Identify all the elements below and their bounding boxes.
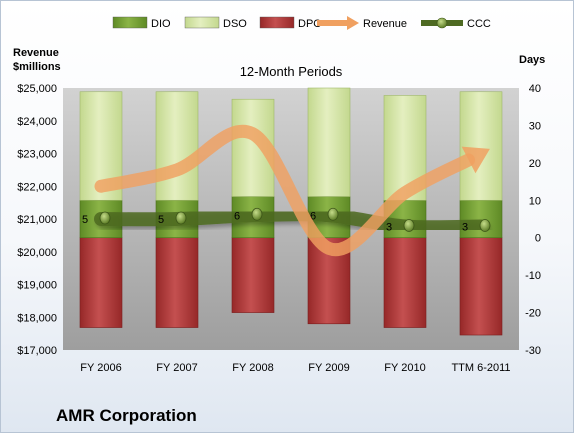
right-tick-label: 20 <box>529 158 541 170</box>
ccc-marker <box>403 219 415 232</box>
right-axis-title: Days <box>519 54 545 66</box>
ccc-marker <box>99 211 111 225</box>
right-tick-label: 30 <box>529 120 541 132</box>
left-tick-label: $23,000 <box>17 149 57 161</box>
left-tick-label: $18,000 <box>17 312 57 324</box>
ccc-series: 5 5 6 6 3 3 <box>82 207 491 235</box>
left-tick-label: $20,000 <box>17 247 57 259</box>
right-tick-label: -30 <box>525 345 541 357</box>
right-tick-label: 40 <box>529 83 541 95</box>
dpo-bar <box>383 237 427 328</box>
left-tick-label: $19,000 <box>17 280 57 292</box>
left-tick-label: $22,000 <box>17 181 57 193</box>
legend-swatch <box>112 16 148 29</box>
right-tick-label: 10 <box>529 195 541 207</box>
legend-label: Revenue <box>363 18 407 30</box>
dpo-bar <box>231 237 275 313</box>
revenue-line <box>94 124 476 257</box>
category-label: FY 2007 <box>156 362 197 374</box>
left-tick-label: $21,000 <box>17 214 57 226</box>
left-tick-label: $17,000 <box>17 345 57 357</box>
ccc-data-label: 6 <box>310 210 316 222</box>
right-tick-label: -20 <box>525 308 541 320</box>
ccc-data-label: 5 <box>82 214 88 226</box>
left-axis-title: Revenue $millions <box>13 47 62 73</box>
legend-label: DIO <box>151 18 171 30</box>
legend-label: DSO <box>223 18 247 30</box>
legend: DIO DSO DPO Revenue CCC <box>112 16 491 30</box>
ccc-data-label: 3 <box>462 221 468 233</box>
dpo-bar <box>79 237 123 328</box>
category-label: FY 2010 <box>384 362 425 374</box>
ccc-data-label: 6 <box>234 210 240 222</box>
category-label: TTM 6-2011 <box>451 362 510 374</box>
ccc-data-label: 3 <box>386 221 392 233</box>
left-axis: $17,000 $18,000 $19,000 $20,000 $21,000 $22,0… <box>17 83 57 357</box>
category-label: FY 2006 <box>80 362 121 374</box>
right-tick-label: -10 <box>525 270 541 282</box>
legend-label: DPO <box>298 18 322 30</box>
dso-bar <box>307 87 351 197</box>
dpo-bar <box>155 237 199 328</box>
dso-bar <box>155 91 199 201</box>
category-label: FY 2009 <box>308 362 349 374</box>
revenue-series <box>94 124 490 257</box>
dpo-bar <box>459 237 503 336</box>
plot-title: 12-Month Periods <box>240 64 343 79</box>
right-tick-label: 0 <box>535 233 541 245</box>
left-tick-label: $25,000 <box>17 83 57 95</box>
left-tick-label: $24,000 <box>17 116 57 128</box>
ccc-marker <box>327 207 339 221</box>
legend-swatch <box>259 16 295 29</box>
legend-marker <box>436 17 448 29</box>
legend-arrow-icon <box>347 16 359 30</box>
company-name: AMR Corporation <box>56 406 197 425</box>
revenue-arrowhead <box>461 146 490 174</box>
category-axis: FY 2006 FY 2007 FY 2008 FY 2009 FY 2010 TTM 6… <box>80 362 510 374</box>
category-label: FY 2008 <box>232 362 273 374</box>
right-axis: -30 -20 -10 0 10 20 30 40 <box>525 83 541 357</box>
ccc-marker <box>251 207 263 221</box>
legend-label: CCC <box>467 18 491 30</box>
ccc-data-label: 5 <box>158 214 164 226</box>
ccc-marker <box>175 211 187 225</box>
dso-bar <box>459 91 503 201</box>
legend-swatch <box>184 16 220 29</box>
ccc-marker <box>479 219 491 232</box>
